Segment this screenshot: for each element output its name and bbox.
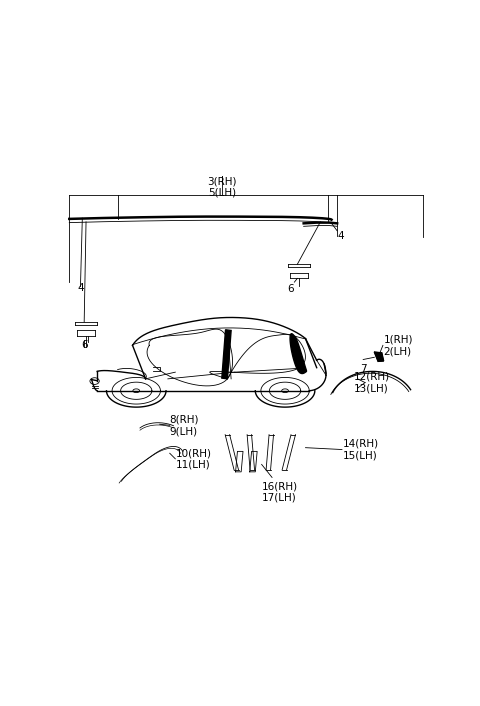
Polygon shape	[290, 334, 307, 373]
Text: 16(RH)
17(LH): 16(RH) 17(LH)	[262, 481, 298, 503]
Text: 3(RH)
5(LH): 3(RH) 5(LH)	[207, 176, 237, 198]
Ellipse shape	[133, 389, 140, 393]
Text: 6: 6	[81, 340, 87, 349]
Text: 4: 4	[77, 282, 84, 293]
Text: 1(RH)
2(LH): 1(RH) 2(LH)	[384, 335, 413, 356]
Text: 8(RH)
9(LH): 8(RH) 9(LH)	[170, 414, 199, 436]
Text: 6: 6	[288, 284, 294, 294]
Ellipse shape	[282, 389, 288, 393]
Polygon shape	[222, 330, 231, 379]
Text: 12(RH)
13(LH): 12(RH) 13(LH)	[354, 372, 390, 393]
Text: 10(RH)
11(LH): 10(RH) 11(LH)	[175, 448, 211, 469]
Polygon shape	[374, 352, 384, 361]
Text: 4: 4	[337, 231, 344, 241]
Text: 7: 7	[360, 364, 367, 374]
Text: 14(RH)
15(LH): 14(RH) 15(LH)	[343, 438, 379, 460]
